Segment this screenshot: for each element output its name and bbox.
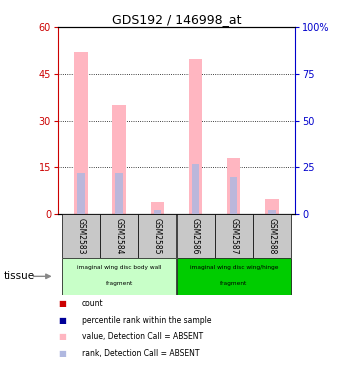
- Text: ■: ■: [58, 299, 66, 308]
- Text: GSM2584: GSM2584: [115, 218, 124, 254]
- Bar: [253, 214, 291, 258]
- Title: GDS192 / 146998_at: GDS192 / 146998_at: [112, 13, 241, 26]
- Text: ■: ■: [58, 316, 66, 325]
- Text: fragment: fragment: [105, 281, 133, 286]
- Text: count: count: [82, 299, 103, 308]
- Bar: [192, 164, 199, 214]
- Text: GSM2587: GSM2587: [229, 218, 238, 254]
- Bar: [62, 214, 100, 258]
- Bar: [227, 158, 240, 214]
- Text: imaginal wing disc wing/hinge: imaginal wing disc wing/hinge: [190, 265, 278, 270]
- Text: ■: ■: [58, 332, 66, 341]
- Text: imaginal wing disc body wall: imaginal wing disc body wall: [77, 265, 161, 270]
- Bar: [230, 177, 237, 214]
- Bar: [189, 59, 202, 214]
- Bar: [265, 198, 279, 214]
- Text: fragment: fragment: [220, 281, 248, 286]
- Text: percentile rank within the sample: percentile rank within the sample: [82, 316, 211, 325]
- Text: value, Detection Call = ABSENT: value, Detection Call = ABSENT: [82, 332, 203, 341]
- Text: ■: ■: [58, 349, 66, 358]
- Bar: [154, 210, 161, 214]
- Text: GSM2588: GSM2588: [268, 218, 277, 254]
- Bar: [268, 210, 276, 214]
- Text: rank, Detection Call = ABSENT: rank, Detection Call = ABSENT: [82, 349, 199, 358]
- Bar: [138, 214, 176, 258]
- Bar: [113, 105, 126, 214]
- Text: GSM2583: GSM2583: [76, 218, 85, 254]
- Bar: [62, 258, 176, 295]
- Bar: [116, 173, 123, 214]
- Bar: [177, 258, 291, 295]
- Text: GSM2586: GSM2586: [191, 218, 200, 254]
- Bar: [74, 52, 88, 214]
- Bar: [100, 214, 138, 258]
- Bar: [77, 173, 85, 214]
- Bar: [215, 214, 253, 258]
- Bar: [177, 214, 214, 258]
- Text: GSM2585: GSM2585: [153, 218, 162, 254]
- Text: tissue: tissue: [3, 271, 34, 281]
- Bar: [151, 202, 164, 214]
